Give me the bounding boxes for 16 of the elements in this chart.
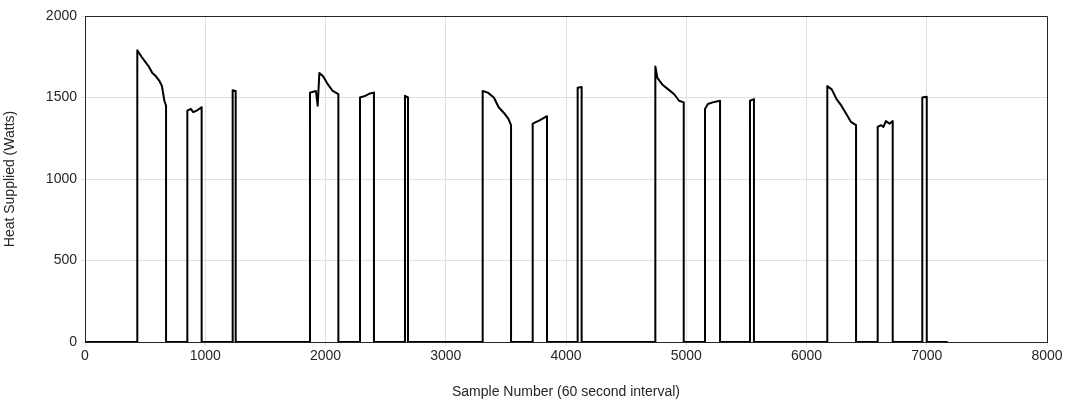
x-tick-label: 2000 xyxy=(309,347,342,364)
x-tick-label: 3000 xyxy=(430,347,462,364)
x-tick-label: 6000 xyxy=(790,347,823,364)
x-tick-label: 8000 xyxy=(1031,347,1063,364)
y-tick-label: 0 xyxy=(69,332,78,349)
x-axis-title: Sample Number (60 second interval) xyxy=(452,383,680,400)
x-tick-label: 1000 xyxy=(189,347,222,364)
x-tick-label: 7000 xyxy=(911,347,943,364)
x-tick-label: 0 xyxy=(81,347,90,364)
y-tick-label: 2000 xyxy=(45,6,78,23)
x-tick-label: 4000 xyxy=(550,347,582,364)
y-tick-label: 1500 xyxy=(45,88,78,105)
y-tick-label: 1000 xyxy=(45,169,78,186)
y-axis-title: Heat Supplied (Watts) xyxy=(1,110,18,248)
y-tick-label: 500 xyxy=(53,251,78,268)
x-tick-label: 5000 xyxy=(670,347,703,364)
